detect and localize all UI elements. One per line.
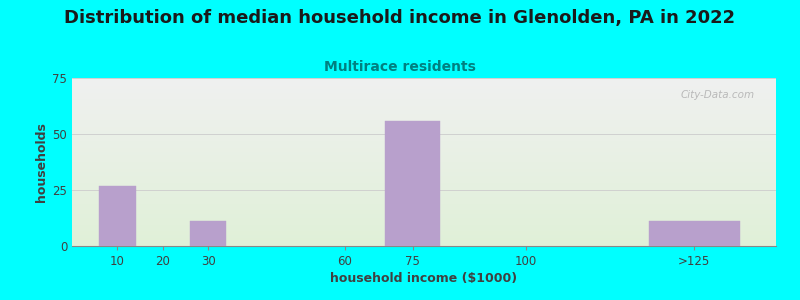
X-axis label: household income ($1000): household income ($1000) [330, 272, 518, 285]
Bar [99, 185, 135, 246]
Text: Multirace residents: Multirace residents [324, 60, 476, 74]
Y-axis label: households: households [35, 122, 48, 202]
Bar [190, 221, 226, 246]
Text: City-Data.com: City-Data.com [681, 90, 755, 100]
Bar [386, 121, 440, 246]
Bar [649, 221, 740, 246]
Text: Distribution of median household income in Glenolden, PA in 2022: Distribution of median household income … [65, 9, 735, 27]
